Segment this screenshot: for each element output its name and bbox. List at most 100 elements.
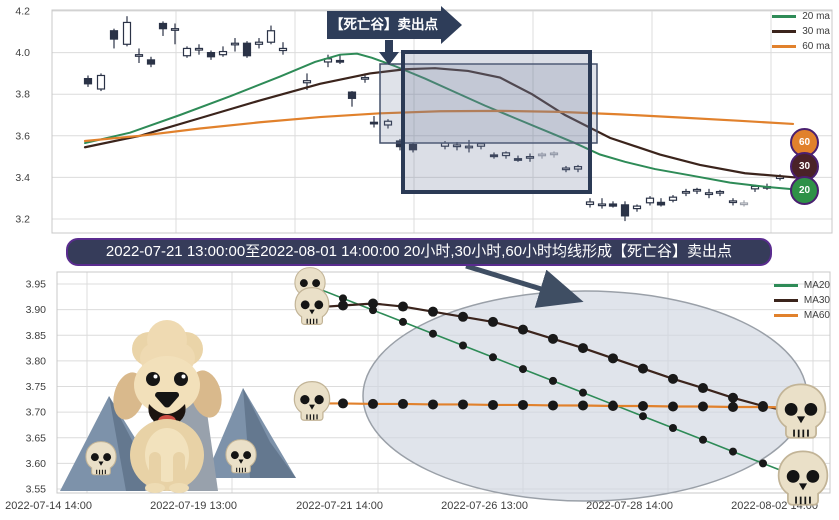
candle xyxy=(218,46,228,57)
candle xyxy=(704,188,714,199)
candle xyxy=(266,25,276,45)
top-candlestick-chart: 4.2 4.0 3.8 3.6 3.4 3.2 xyxy=(15,6,833,234)
candle xyxy=(96,73,106,92)
skull-icon xyxy=(294,287,330,325)
candle xyxy=(170,23,180,45)
candle xyxy=(608,201,618,208)
dog-eye xyxy=(146,372,160,386)
y-tick-label: 4.0 xyxy=(15,47,30,59)
candle xyxy=(278,42,288,55)
top-y-tick-labels: 4.2 4.0 3.8 3.6 3.4 3.2 xyxy=(15,6,30,226)
candle xyxy=(347,91,357,107)
bottom-plot-frame xyxy=(56,271,831,494)
legend-swatch xyxy=(772,30,797,33)
legend-item: MA30 xyxy=(773,294,830,307)
candle xyxy=(525,153,535,162)
bottom-chart-legend: MA20 MA30 MA60 xyxy=(773,279,830,322)
legend-label: 20 ma xyxy=(802,11,830,22)
ma-line-20ma xyxy=(84,52,794,191)
legend-item: MA20 xyxy=(773,279,830,292)
y-tick-label: 3.55 xyxy=(26,484,47,496)
legend-swatch xyxy=(773,284,798,287)
skull-icon xyxy=(293,380,331,421)
candle xyxy=(728,198,738,206)
candle xyxy=(230,38,240,52)
death-valley-sell-annotation: 【死亡谷】卖出点 xyxy=(327,6,462,44)
legend-swatch xyxy=(772,45,797,48)
candle xyxy=(134,48,144,63)
legend-item: 30 ma xyxy=(772,25,830,38)
candle xyxy=(645,196,655,206)
candle xyxy=(383,119,393,129)
ma-line-MA20 xyxy=(312,285,806,481)
candle xyxy=(656,198,666,207)
y-tick-label: 3.90 xyxy=(26,304,47,316)
candle xyxy=(681,188,691,197)
legend-label: MA30 xyxy=(803,295,830,306)
dog-leg xyxy=(149,452,161,488)
bottom-y-tick-labels: 3.95 3.90 3.85 3.80 3.75 3.70 3.65 3.60 3.55 xyxy=(26,279,47,496)
candle xyxy=(573,164,583,173)
y-tick-label: 3.2 xyxy=(15,214,30,226)
candle xyxy=(739,200,749,207)
candle xyxy=(182,46,192,58)
candle xyxy=(335,54,345,65)
candle xyxy=(369,116,379,128)
annotation-arrowhead-icon xyxy=(441,6,462,44)
dog-eye-glint xyxy=(181,374,186,379)
candle xyxy=(206,50,216,60)
candle xyxy=(668,195,678,203)
candle xyxy=(254,38,264,49)
legend-item: MA60 xyxy=(773,309,830,322)
legend-swatch xyxy=(773,299,798,302)
date-range-summary-banner: 2022-07-21 13:00:00至2022-08-01 14:00:00 … xyxy=(66,238,772,266)
mountain-left-shadow xyxy=(109,396,168,491)
candle xyxy=(501,151,511,159)
bottom-x-tick-labels: 2022-07-14 14:00 2022-07-19 13:00 2022-07-… xyxy=(5,500,818,512)
candle xyxy=(122,16,132,47)
dog-paw xyxy=(169,483,189,493)
y-tick-label: 4.2 xyxy=(15,6,30,18)
x-tick-label: 2022-07-28 14:00 xyxy=(586,500,673,512)
top-gridlines xyxy=(52,10,832,233)
legend-swatch xyxy=(773,314,798,317)
skull-icon xyxy=(777,450,829,506)
candle xyxy=(549,151,559,158)
down-arrow-icon xyxy=(379,40,399,65)
legend-label: 30 ma xyxy=(802,26,830,37)
y-tick-label: 3.8 xyxy=(15,89,30,101)
y-tick-label: 3.6 xyxy=(15,130,30,142)
candlesticks xyxy=(83,16,785,222)
candle xyxy=(194,44,204,55)
x-tick-label: 2022-07-21 14:00 xyxy=(296,500,383,512)
date-range-summary-text: 2022-07-21 13:00:00至2022-08-01 14:00:00 … xyxy=(105,243,733,260)
y-tick-label: 3.60 xyxy=(26,458,47,470)
candle xyxy=(158,21,168,36)
candle xyxy=(489,152,499,159)
y-tick-label: 3.85 xyxy=(26,330,47,342)
candle xyxy=(146,56,156,68)
death-valley-highlight-box-2 xyxy=(401,50,592,194)
legend-label: MA60 xyxy=(803,310,830,321)
candle xyxy=(561,165,571,173)
candle xyxy=(585,198,595,208)
ma-line-60ma xyxy=(83,109,795,143)
candle xyxy=(715,189,725,197)
dog-leg xyxy=(173,452,185,488)
dog-paw xyxy=(145,483,165,493)
y-tick-label: 3.65 xyxy=(26,432,47,444)
candle xyxy=(464,139,474,153)
legend-label: 60 ma xyxy=(802,41,830,52)
candle xyxy=(408,143,418,153)
legend-item: 60 ma xyxy=(772,40,830,53)
candle xyxy=(692,187,702,195)
ma-dots-MA20 xyxy=(309,282,809,484)
legend-label: MA20 xyxy=(803,280,830,291)
x-tick-label: 2022-07-14 14:00 xyxy=(5,500,92,512)
top-chart-legend: 20 ma 30 ma 60 ma xyxy=(772,10,830,53)
y-tick-label: 3.95 xyxy=(26,279,47,291)
dog-face xyxy=(134,356,200,414)
candle xyxy=(242,41,252,58)
legend-swatch xyxy=(772,15,797,18)
